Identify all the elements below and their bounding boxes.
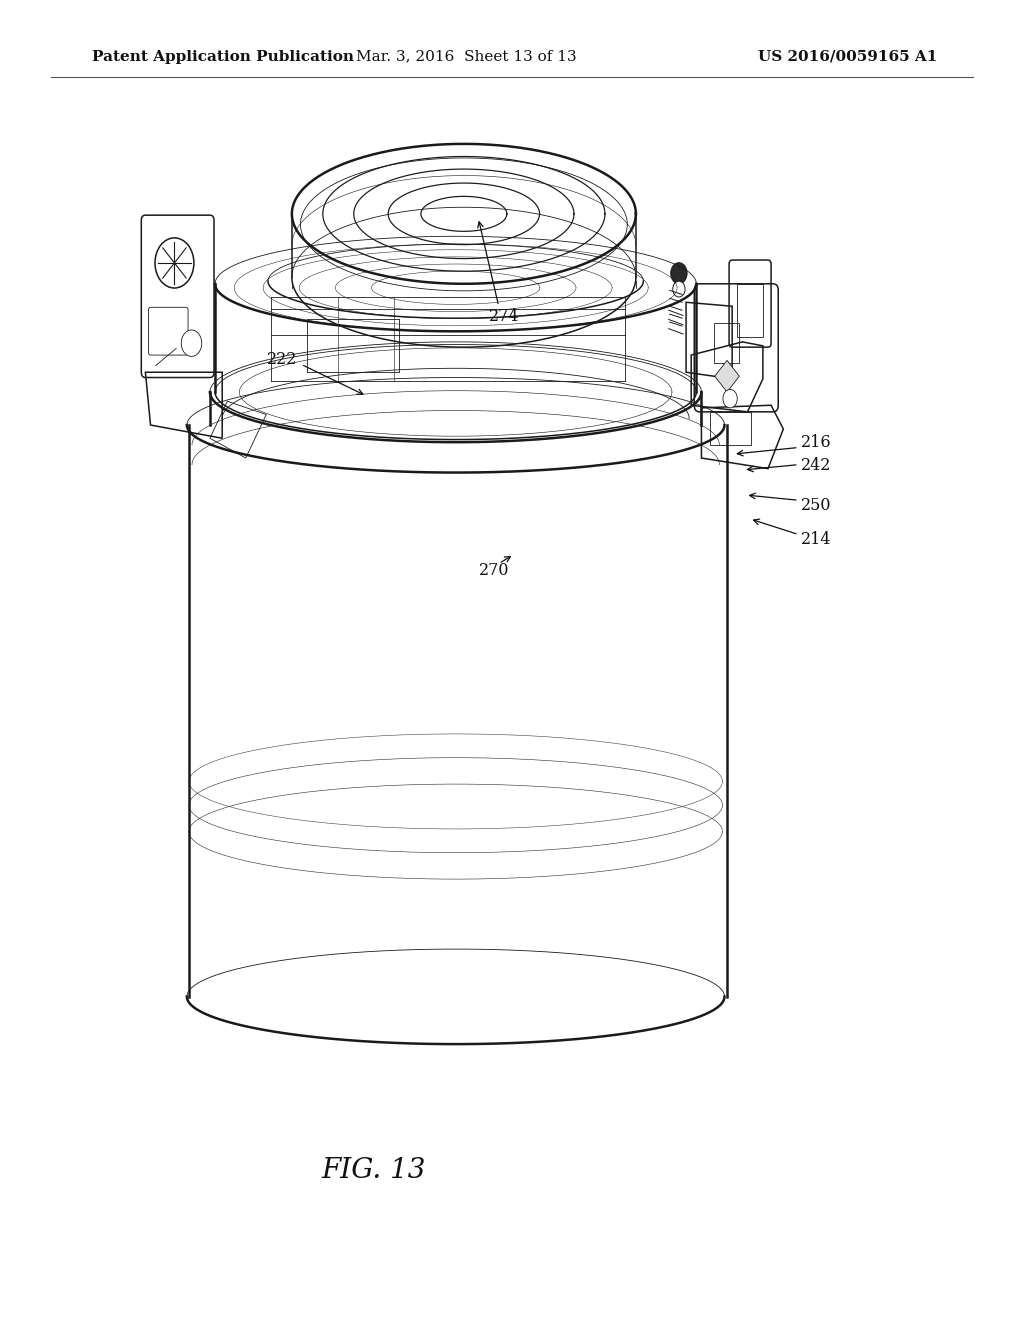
Circle shape: [673, 281, 685, 297]
Text: Mar. 3, 2016  Sheet 13 of 13: Mar. 3, 2016 Sheet 13 of 13: [355, 50, 577, 63]
Bar: [710, 412, 751, 445]
Polygon shape: [715, 360, 739, 392]
Text: Patent Application Publication: Patent Application Publication: [92, 50, 354, 63]
Text: 222: 222: [266, 351, 297, 367]
Text: US 2016/0059165 A1: US 2016/0059165 A1: [758, 50, 937, 63]
Text: 274: 274: [488, 309, 519, 325]
Bar: [714, 323, 739, 363]
Text: 250: 250: [801, 498, 831, 513]
Bar: [737, 284, 763, 337]
Circle shape: [671, 263, 687, 284]
Circle shape: [723, 389, 737, 408]
Text: 216: 216: [801, 434, 831, 450]
Text: 214: 214: [801, 532, 831, 548]
Text: 242: 242: [801, 458, 831, 474]
Text: FIG. 13: FIG. 13: [322, 1158, 426, 1184]
Text: 270: 270: [479, 562, 510, 578]
Circle shape: [181, 330, 202, 356]
